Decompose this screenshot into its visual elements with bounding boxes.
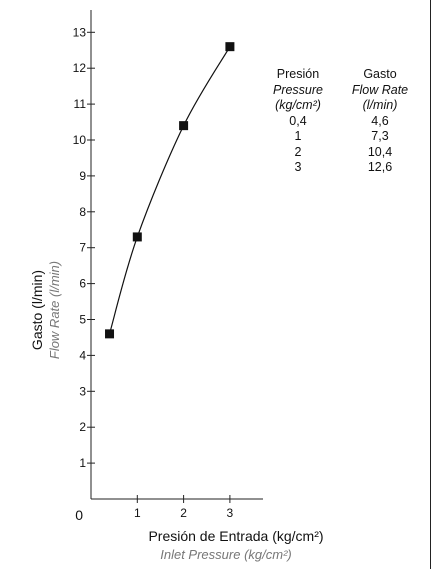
table-cell-flow: 12,6 <box>367 160 393 174</box>
y-tick-label: 12 <box>73 61 87 75</box>
data-point-marker <box>132 232 142 242</box>
table-header-row-3: (kg/cm²) (l/min) <box>262 98 432 114</box>
y-tick-label: 5 <box>79 313 86 327</box>
y-tick-label: 4 <box>79 348 86 362</box>
data-point-marker <box>179 121 189 131</box>
y-axis-title: Gasto (l/min) <box>29 270 45 350</box>
table-header-row-1: Presión Gasto <box>262 67 432 83</box>
table-cell-flow: 4,6 <box>371 113 389 128</box>
y-tick-label: 2 <box>79 420 86 434</box>
y-tick-label: 13 <box>73 25 87 39</box>
header-pressure-en: Pressure <box>272 82 324 97</box>
table-row: 2 10,4 <box>262 145 432 161</box>
x-axis-subtitle: Inlet Pressure (kg/cm²) <box>160 547 291 562</box>
chart-labels: Gasto (l/min) Flow Rate (l/min) Presión … <box>29 261 324 562</box>
header-flow-en: Flow Rate <box>351 82 409 97</box>
table-row: 0,4 4,6 <box>262 114 432 130</box>
flow-curve-line <box>108 46 231 335</box>
table-header-row-2: Pressure Flow Rate <box>262 83 432 99</box>
data-point-marker <box>225 42 235 52</box>
table-row: 1 7,3 <box>262 129 432 145</box>
data-table: Presión Gasto Pressure Flow Rate (kg/cm²… <box>262 67 432 176</box>
table-cell-pressure: 1 <box>294 129 302 143</box>
y-tick-label: 3 <box>79 384 86 398</box>
origin-label: 0 <box>75 507 83 523</box>
chart-axes <box>90 10 263 500</box>
table-cell-pressure: 2 <box>294 144 302 159</box>
table-cell-flow: 7,3 <box>371 129 389 143</box>
y-tick-label: 1 <box>79 456 86 470</box>
data-point-marker <box>105 329 115 339</box>
x-tick-label: 3 <box>227 506 234 520</box>
page-border-right <box>430 0 431 569</box>
table-cell-pressure: 3 <box>294 160 302 174</box>
y-tick-label: 6 <box>79 277 86 291</box>
x-axis-title: Presión de Entrada (kg/cm²) <box>148 528 323 544</box>
y-tick-label: 10 <box>73 133 87 147</box>
y-tick-label: 11 <box>74 97 87 111</box>
y-tick-label: 9 <box>79 169 86 183</box>
y-tick-label: 7 <box>79 241 86 255</box>
x-tick-label: 1 <box>134 506 141 520</box>
header-pressure-es: Presión <box>276 67 320 81</box>
table-cell-pressure: 0,4 <box>289 113 307 128</box>
x-tick-label: 2 <box>180 506 187 520</box>
header-flow-es: Gasto <box>363 67 397 81</box>
header-flow-unit: (l/min) <box>362 98 398 112</box>
table-row: 3 12,6 <box>262 160 432 176</box>
chart-series <box>105 42 235 339</box>
y-tick-label: 8 <box>79 205 86 219</box>
y-axis-subtitle: Flow Rate (l/min) <box>47 261 62 359</box>
table-cell-flow: 10,4 <box>367 144 393 159</box>
header-pressure-unit: (kg/cm²) <box>275 98 321 112</box>
